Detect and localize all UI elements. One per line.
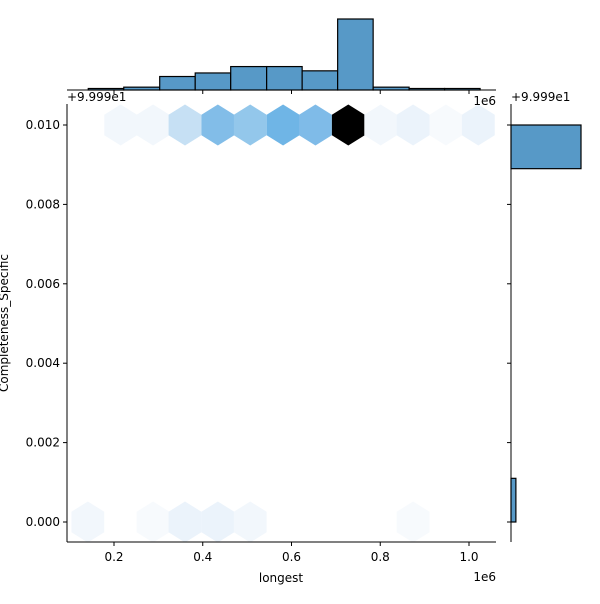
histogram-bar [230, 65, 268, 91]
hexbin-cell [266, 104, 300, 146]
hexbin-cell [104, 104, 138, 146]
hexbin-cell [233, 104, 267, 146]
hexbin-cell [136, 501, 170, 543]
x-tick-label: 0.6 [282, 550, 301, 564]
y-tick-label: 0.000 [26, 515, 60, 529]
histogram-bar [337, 18, 374, 91]
marginal-y-histogram [510, 124, 582, 523]
marginal-x-histogram [87, 18, 481, 91]
histogram-bar [266, 65, 303, 91]
hexbin-cell [136, 104, 170, 146]
hexbin-cell [201, 501, 235, 543]
x-axis-label: longest [259, 571, 304, 585]
hexbin-cell [71, 501, 105, 543]
hexbin-cell [461, 104, 495, 146]
x-axis-ticks: 0.2 0.4 0.6 0.8 1.0 [104, 542, 479, 564]
x-tick-label: 0.2 [104, 550, 123, 564]
hexbin-cells [71, 104, 495, 543]
y-tick-label: 0.006 [26, 277, 60, 291]
hexbin-cell [364, 104, 398, 146]
hexbin-cell [233, 501, 267, 543]
right-hist-ticks [507, 124, 511, 523]
x-scale-label-top: 1e6 [473, 94, 496, 108]
hexbin-cell [168, 501, 202, 543]
hexbin-cell [396, 501, 430, 543]
y-tick-label: 0.002 [26, 436, 60, 450]
hexbin-cell [201, 104, 235, 146]
x-tick-label: 0.4 [193, 550, 212, 564]
y-axis-label: Completeness_Specific [0, 254, 11, 392]
x-scale-label-bottom: 1e6 [473, 570, 496, 584]
y-offset-label-main: +9.999e1 [67, 90, 126, 104]
histogram-bar [301, 70, 339, 91]
hexbin-cell [168, 104, 202, 146]
hexbin-cell [396, 104, 430, 146]
x-tick-label: 1.0 [459, 550, 478, 564]
x-tick-label: 0.8 [371, 550, 390, 564]
y-offset-label-right: +9.999e1 [511, 90, 570, 104]
hexbin-cell [299, 104, 332, 146]
y-tick-label: 0.010 [26, 118, 60, 132]
hexbin-cell [429, 104, 463, 146]
y-tick-label: 0.008 [26, 197, 60, 211]
y-tick-label: 0.004 [26, 356, 60, 370]
y-axis-ticks: 0.000 0.002 0.004 0.006 0.008 0.010 [26, 118, 67, 529]
histogram-bar [194, 72, 232, 91]
top-hist-ticks [113, 90, 470, 94]
histogram-bar [510, 124, 582, 170]
histogram-bar [159, 75, 196, 91]
histogram-bar [510, 477, 517, 523]
hexbin-cell [331, 104, 365, 146]
